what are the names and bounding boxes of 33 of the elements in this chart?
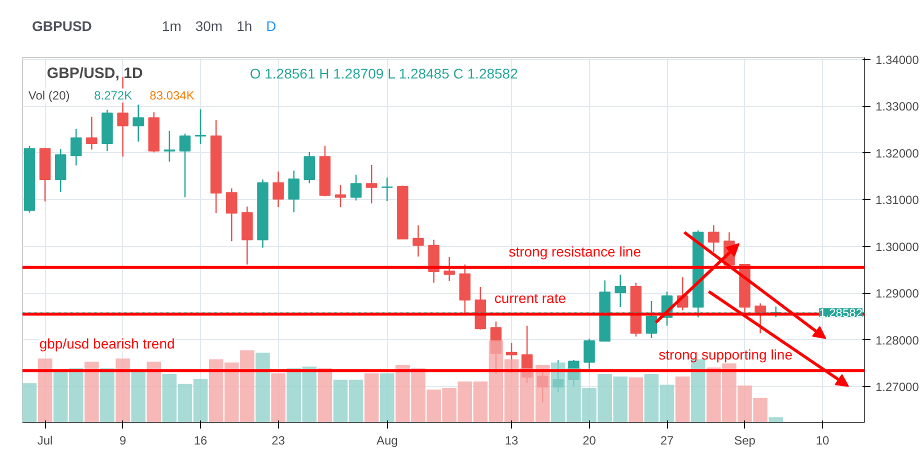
ref-line-label: strong resistance line [508, 243, 642, 260]
text: O 1.28561 H 1.28709 L 1.28485 C 1.28582 [250, 66, 518, 82]
ref-line-label: current rate [494, 290, 566, 306]
text: D [266, 18, 276, 34]
x-tick-label: Aug [376, 434, 398, 448]
x-tick-label: 27 [660, 434, 674, 448]
text: 30m [195, 18, 223, 34]
text: GBP/USD, 1D [46, 65, 143, 82]
text: 1h [236, 18, 252, 34]
annotation: 8.272K [94, 88, 132, 102]
annotation: Vol (20) [28, 88, 70, 102]
y-tick-label: 1.31000 [876, 193, 920, 208]
x-tick-label: 9 [119, 434, 126, 448]
y-tick-label: 1.30000 [876, 240, 920, 254]
y-tick-label: 1.28000 [876, 333, 920, 348]
y-tick-label: 1.33000 [876, 100, 920, 114]
annotation: 83.034K [150, 88, 194, 102]
y-tick-label: 1.32000 [876, 146, 920, 160]
x-tick-label: 10 [816, 434, 830, 448]
text: GBPUSD [32, 18, 92, 34]
x-tick-label: Sep [734, 434, 756, 448]
x-tick-label: 16 [194, 434, 208, 448]
ref-line-label: strong supporting line [658, 346, 793, 363]
x-tick-label: 13 [504, 434, 519, 448]
y-tick-label: 1.29000 [876, 286, 920, 301]
text: 1m [162, 18, 182, 34]
y-tick-label: 1.27000 [876, 380, 920, 394]
x-tick-label: Jul [37, 434, 53, 448]
x-tick-label: 23 [272, 434, 286, 448]
y-tick-label: 1.34000 [876, 52, 920, 67]
x-tick-label: 20 [582, 434, 596, 448]
ref-line-label: 1.28582 [819, 306, 863, 320]
annotation: gbp/usd bearish trend [39, 336, 175, 352]
